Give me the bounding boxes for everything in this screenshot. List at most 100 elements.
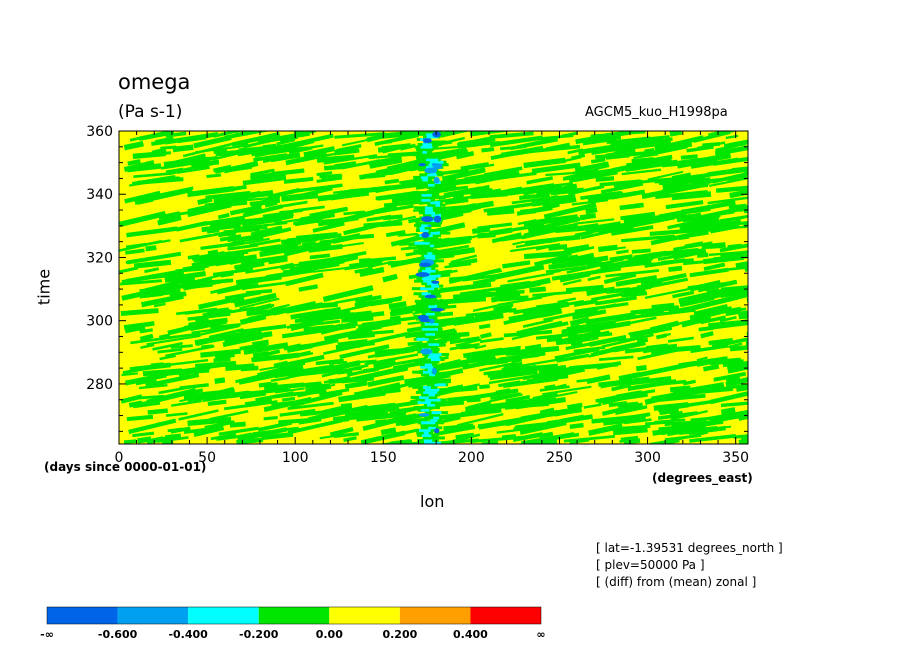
heatmap-cell <box>377 146 389 153</box>
heatmap-cell <box>430 358 441 362</box>
heatmap-cell <box>140 343 155 350</box>
heatmap-cell <box>532 290 573 297</box>
heatmap-cell <box>548 299 585 310</box>
heatmap-cell <box>443 423 474 432</box>
heatmap-cell <box>635 364 647 372</box>
heatmap-cell <box>535 332 578 340</box>
heatmap-cell <box>133 172 172 179</box>
colorbar-label: -0.200 <box>239 628 279 641</box>
heatmap-cell <box>237 147 260 153</box>
heatmap-cell <box>570 288 583 293</box>
heatmap-cell <box>536 301 567 308</box>
heatmap-cell <box>663 181 689 190</box>
heatmap-cell <box>727 164 748 175</box>
x-tick-label: 150 <box>370 450 397 466</box>
heatmap-cell <box>352 359 377 364</box>
heatmap-cell <box>285 262 340 276</box>
heatmap-cell <box>614 416 627 423</box>
heatmap-cell <box>435 203 441 207</box>
heatmap-cell <box>596 360 622 370</box>
heatmap-cell <box>315 358 344 366</box>
heatmap-cell <box>309 253 331 260</box>
heatmap-cell <box>177 135 207 144</box>
heatmap-cell <box>133 259 172 269</box>
heatmap-cell <box>426 132 434 136</box>
heatmap-cell <box>337 338 368 348</box>
x-axis: 0 50 100 150 200 250 300 350 <box>115 131 749 466</box>
heatmap-cell <box>428 188 447 192</box>
heatmap-cell <box>613 345 628 353</box>
heatmap-cell <box>354 295 382 304</box>
heatmap-cell <box>361 316 417 327</box>
heatmap-cell <box>293 205 325 213</box>
heatmap-cell <box>486 171 537 182</box>
heatmap-cell <box>204 199 248 209</box>
heatmap-cell <box>363 367 376 372</box>
heatmap-cell <box>431 411 442 415</box>
heatmap-cell <box>139 328 153 334</box>
y-tick-label: 360 <box>86 124 113 140</box>
heatmap-cell <box>248 227 292 241</box>
heatmap-cell <box>157 215 182 226</box>
heatmap-cell <box>333 432 360 439</box>
heatmap-cell <box>279 135 298 144</box>
heatmap-cell <box>479 269 502 276</box>
heatmap-cell <box>288 146 313 155</box>
heatmap-cell <box>493 303 514 311</box>
heatmap-cell <box>286 233 340 242</box>
heatmap-cell <box>420 408 430 412</box>
heatmap-cell <box>195 144 247 154</box>
heatmap-cell <box>268 256 288 265</box>
heatmap-cell <box>204 420 235 430</box>
y-axis-label: time <box>34 268 54 306</box>
heatmap-cell <box>251 339 270 348</box>
heatmap-cell <box>160 145 177 150</box>
heatmap-cell <box>138 384 168 390</box>
heatmap-cell <box>616 249 629 255</box>
heatmap-cell <box>421 223 431 227</box>
heatmap-cell <box>132 150 166 159</box>
heatmap-cell <box>270 152 301 163</box>
y-tick-label: 340 <box>86 187 113 203</box>
heatmap-cell <box>431 213 441 217</box>
heatmap-cell <box>424 441 442 444</box>
heatmap-cell <box>267 187 301 200</box>
heatmap-cell <box>466 398 481 403</box>
heatmap-cell <box>262 143 277 149</box>
heatmap-cell <box>643 308 696 318</box>
heatmap-cell <box>522 366 575 381</box>
heatmap-cell <box>363 220 394 228</box>
heatmap-cell <box>421 193 432 197</box>
heatmap-cell <box>288 352 314 359</box>
heatmap-cell <box>587 275 601 282</box>
heatmap-cell <box>287 238 341 251</box>
heatmap-cell <box>359 266 385 278</box>
heatmap-cell <box>206 173 222 179</box>
heatmap-cell <box>323 326 373 342</box>
heatmap-cell <box>178 409 219 421</box>
heatmap-cell <box>621 168 662 176</box>
heatmap-cell <box>337 185 392 197</box>
heatmap-cell <box>569 437 590 444</box>
heatmap-cell <box>420 348 433 355</box>
x-tick-label: 300 <box>634 450 661 466</box>
heatmap-cell <box>654 418 686 424</box>
heatmap-cell <box>214 377 226 385</box>
heatmap-cell <box>619 438 636 443</box>
chart-title: omega <box>118 70 191 94</box>
heatmap-cell <box>164 271 207 282</box>
heatmap-cell <box>423 254 436 258</box>
heatmap-cell <box>427 289 443 293</box>
heatmap-cell <box>167 427 183 433</box>
heatmap-cell <box>559 271 591 283</box>
heatmap-cell <box>703 262 726 271</box>
heatmap-cell <box>497 296 543 306</box>
colorbar-label: -0.600 <box>98 628 138 641</box>
heatmap-cell <box>424 167 438 174</box>
heatmap-cell <box>724 263 748 272</box>
heatmap-cell <box>218 426 259 436</box>
colorbar-swatch <box>329 607 400 624</box>
heatmap-cell <box>260 303 275 310</box>
heatmap-cell <box>284 272 324 287</box>
heatmap-cell <box>432 163 443 168</box>
